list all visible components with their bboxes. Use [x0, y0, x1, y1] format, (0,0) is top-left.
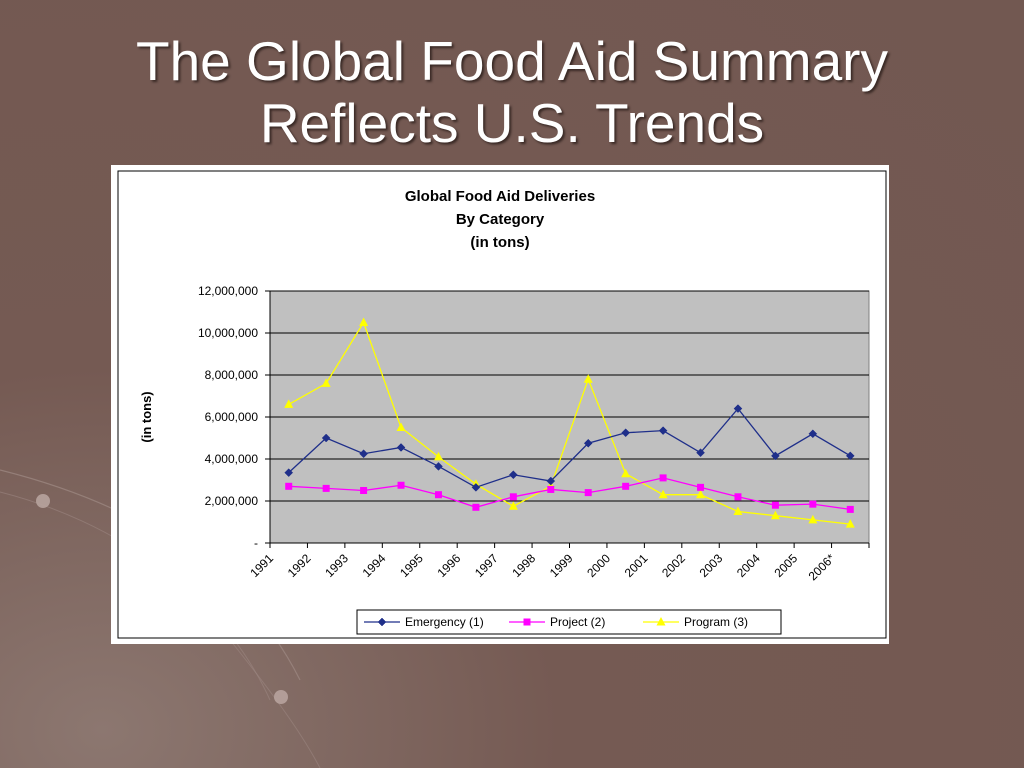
grid-lines — [270, 290, 869, 502]
series-line-emergency — [288, 407, 851, 489]
data-point-program — [770, 510, 780, 520]
y-tick-label: 12,000,000 — [198, 284, 258, 298]
data-point-emergency — [658, 426, 668, 436]
data-point-project — [846, 505, 854, 513]
data-point-program — [583, 374, 593, 383]
data-point-emergency — [284, 468, 294, 478]
legend-label-emergency: Emergency (1) — [405, 615, 484, 629]
y-tick-label: 10,000,000 — [198, 326, 258, 340]
legend-box — [356, 609, 782, 635]
data-point-project — [322, 484, 330, 492]
food-aid-line-chart: Global Food Aid Deliveries By Category (… — [117, 170, 887, 639]
data-point-emergency — [546, 476, 556, 486]
chart-title-line-1: Global Food Aid Deliveries — [405, 188, 595, 205]
y-tick-label: 4,000,000 — [205, 452, 259, 466]
data-point-emergency — [471, 482, 481, 492]
data-point-project — [397, 481, 405, 489]
data-point-project — [434, 491, 442, 499]
series-emergency — [284, 404, 855, 492]
data-point-program — [845, 519, 855, 528]
slide-title-line-1: The Global Food Aid Summary — [135, 30, 888, 92]
series-line-program — [288, 321, 851, 525]
chart-frame: Global Food Aid Deliveries By Category (… — [111, 165, 889, 644]
data-point-emergency — [583, 438, 593, 448]
data-point-project — [734, 493, 742, 501]
y-axis-label: (in tons) — [139, 391, 154, 442]
data-point-program — [621, 468, 631, 478]
y-tick-label: 8,000,000 — [205, 368, 259, 382]
legend-swatch-marker-emergency — [377, 617, 387, 627]
chart-legend: Emergency (1) Project (2) Program (3) — [356, 609, 782, 635]
data-point-emergency — [733, 404, 743, 413]
data-point-program — [696, 489, 706, 499]
slide-title: The Global Food Aid Summary Reflects U.S… — [0, 30, 1024, 154]
data-point-program — [733, 506, 743, 515]
data-point-emergency — [508, 470, 518, 480]
data-point-project — [547, 485, 555, 493]
legend-label-project: Project (2) — [550, 615, 605, 629]
data-point-project — [771, 501, 779, 509]
y-tick-label: 2,000,000 — [205, 494, 259, 508]
series-lines — [284, 317, 855, 528]
data-point-emergency — [321, 433, 331, 443]
data-point-project — [584, 489, 592, 497]
data-point-project — [360, 487, 368, 494]
slide-title-line-2: Reflects U.S. Trends — [259, 92, 765, 154]
data-point-program — [321, 378, 331, 387]
chart-title-line-2: By Category — [456, 211, 545, 228]
data-point-project — [472, 503, 480, 511]
data-point-project — [622, 482, 630, 490]
series-project — [285, 474, 854, 513]
legend-swatch-marker-project — [523, 618, 531, 626]
data-point-project — [659, 474, 667, 482]
data-point-emergency — [845, 451, 855, 461]
data-point-program — [508, 501, 518, 510]
data-point-emergency — [621, 428, 631, 438]
data-point-project — [285, 482, 293, 490]
legend-swatch-marker-program — [656, 617, 666, 626]
data-point-program — [658, 489, 668, 499]
series-line-project — [288, 477, 851, 511]
chart-title-line-3: (in tons) — [470, 234, 529, 251]
data-point-emergency — [808, 429, 818, 439]
data-point-program — [284, 399, 294, 408]
data-point-program — [396, 422, 406, 431]
data-point-project — [509, 493, 517, 501]
data-point-project — [809, 500, 817, 508]
legend-label-program: Program (3) — [684, 615, 748, 629]
data-point-emergency — [396, 443, 406, 452]
data-point-emergency — [771, 451, 780, 461]
data-point-project — [697, 483, 705, 491]
data-point-program — [808, 514, 818, 524]
y-tick-label: 6,000,000 — [205, 410, 259, 424]
data-point-emergency — [434, 461, 443, 471]
data-point-program — [359, 317, 369, 326]
data-point-program — [433, 451, 443, 461]
data-point-emergency — [359, 449, 368, 459]
y-tick-label: - — [254, 536, 258, 550]
data-point-emergency — [696, 448, 705, 458]
